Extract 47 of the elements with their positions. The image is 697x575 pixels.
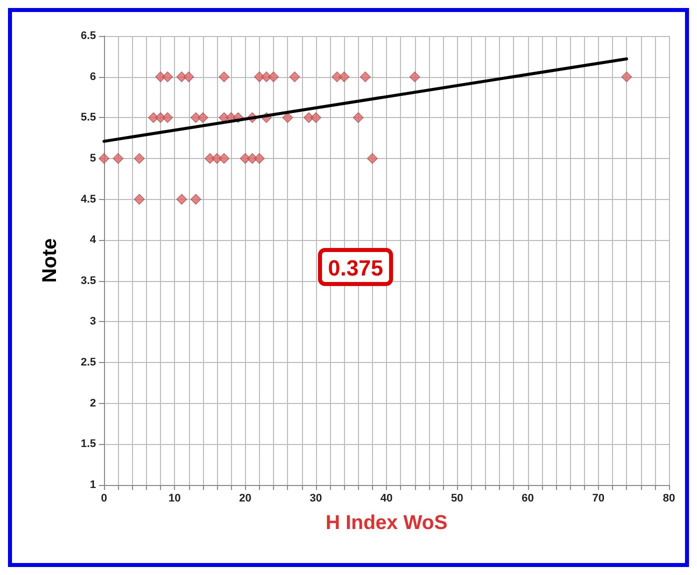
point [190,194,202,205]
y-tick-label: 4 [90,234,97,246]
x-tick-label: 40 [380,492,393,504]
y-tick-label: 2 [90,397,96,410]
point [112,153,124,164]
point [218,72,230,82]
y-axis-title: Note [39,238,61,283]
y-tick-label: 6.5 [80,30,96,42]
x-tick-label: 0 [100,492,108,504]
point [218,153,230,164]
point [162,112,173,123]
point [268,72,279,82]
x-tick-label: 80 [662,492,676,504]
x-tick-label: 30 [310,492,322,504]
y-tick-label: 5.5 [80,112,96,124]
x-tick-label: 10 [168,492,181,504]
y-tick-label: 6 [90,70,96,83]
y-tick-label: 3 [90,316,96,328]
x-axis-title: H Index WoS [326,512,448,534]
y-tick-label: 4.5 [80,193,96,206]
x-tick-label: 60 [522,492,534,504]
x-tick-label: 50 [451,492,464,504]
point [254,153,265,164]
point [352,112,364,123]
y-tick-label: 5 [90,152,96,164]
point [176,194,187,205]
x-tick-label: 70 [592,492,604,504]
point [282,112,293,123]
point [360,72,371,82]
point [134,194,145,205]
y-tick-label: 1 [90,479,96,491]
x-tick-label: 20 [239,492,252,504]
point [621,72,632,82]
point [310,112,322,123]
point [338,72,350,82]
point [162,72,173,82]
point [183,72,194,82]
point [367,153,378,164]
point [98,153,110,164]
y-tick-label: 1.5 [80,438,96,450]
y-tick-label: 3.5 [80,274,96,287]
point [134,153,145,164]
point [198,112,208,123]
y-tick-label: 2.5 [80,356,96,369]
point [289,72,300,82]
annotation: 0.375 [328,256,384,280]
point [409,72,420,82]
